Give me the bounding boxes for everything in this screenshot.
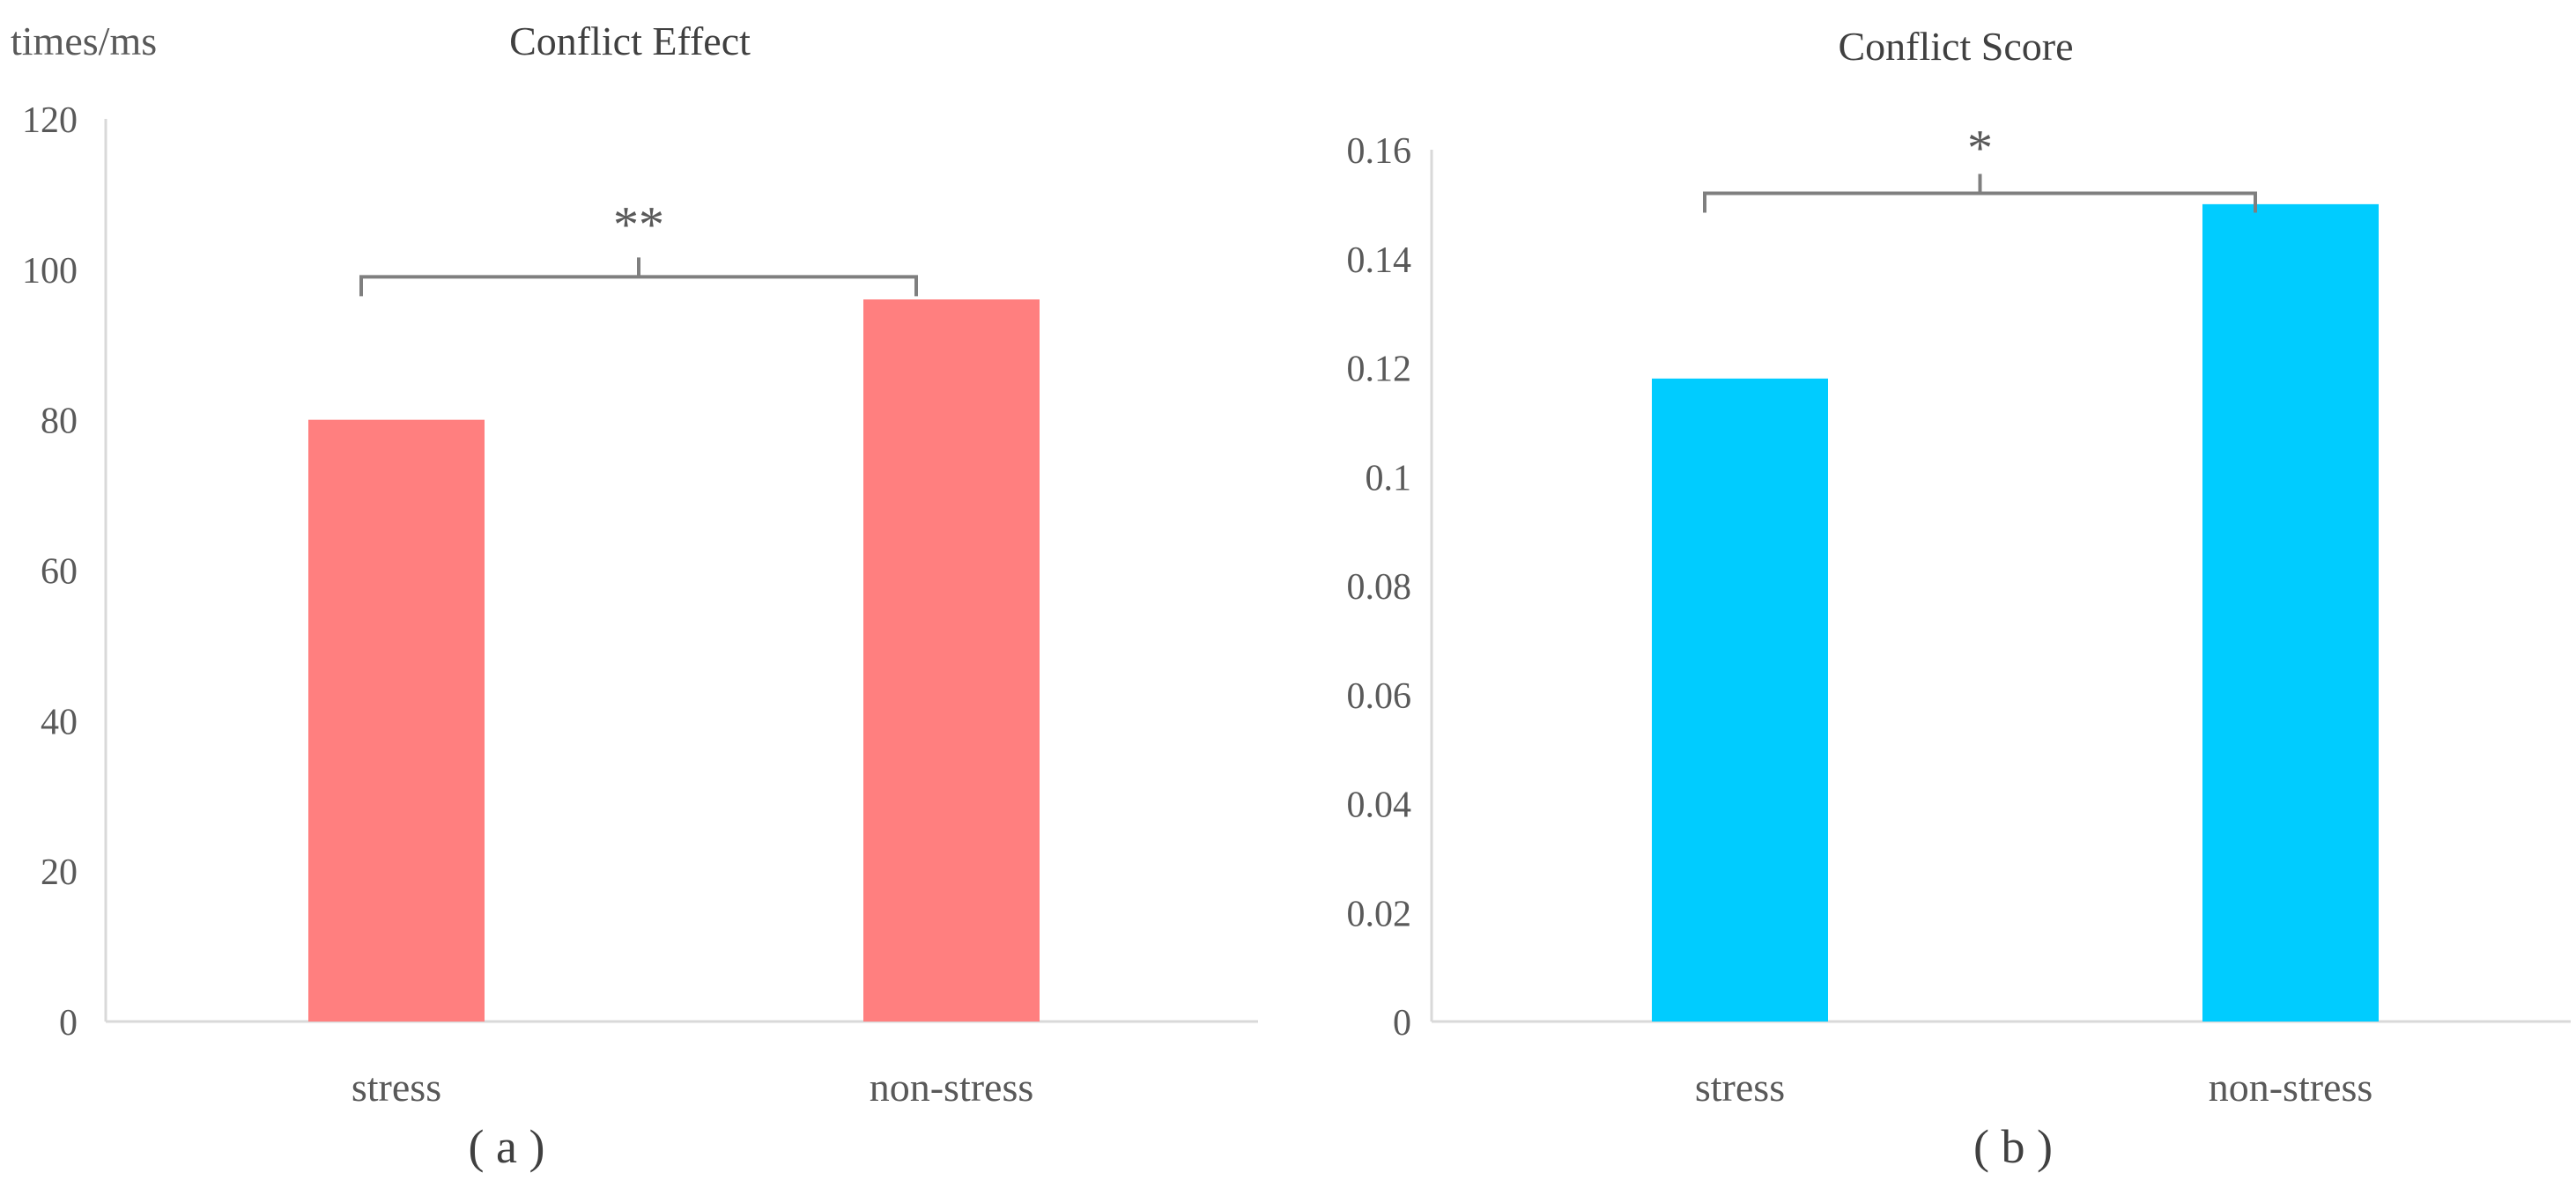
y-axis-label: times/ms xyxy=(11,18,157,63)
x-tick-label: stress xyxy=(1695,1065,1785,1110)
significance-marker: * xyxy=(1967,120,1993,177)
y-tick-label: 60 xyxy=(41,552,78,593)
x-tick-label: stress xyxy=(352,1065,441,1110)
significance-bracket xyxy=(1703,173,2257,213)
x-tick-label: non-stress xyxy=(870,1065,1034,1110)
panel-label: ( b ) xyxy=(1973,1120,2053,1173)
y-tick-label: 80 xyxy=(41,402,78,442)
y-tick-label: 0.02 xyxy=(1347,894,1412,934)
y-tick-label: 0 xyxy=(59,1003,78,1044)
bar-stress xyxy=(308,419,485,1022)
y-tick-label: 20 xyxy=(41,852,78,893)
y-tick-label: 120 xyxy=(22,100,78,141)
panel-label: ( a ) xyxy=(469,1120,545,1173)
bar-non-stress xyxy=(2202,203,2379,1022)
chart-conflict-effect: Conflict Effect times/ms 0 20 40 60 80 100 120 st… xyxy=(11,18,1258,1173)
y-tick-label: 40 xyxy=(41,702,78,742)
y-tick-label: 100 xyxy=(22,251,78,291)
bar-stress xyxy=(1652,378,1828,1022)
chart-conflict-score: Conflict Score 0 0.02 0.04 0.06 0.08 0.1 0.12 0.… xyxy=(1347,24,2571,1173)
significance-marker: ** xyxy=(613,195,664,253)
chart-title: Conflict Score xyxy=(1839,24,2074,69)
y-tick-label: 0.08 xyxy=(1347,567,1412,608)
y-tick-label: 0.1 xyxy=(1366,458,1412,498)
y-tick-label: 0.04 xyxy=(1347,786,1412,826)
x-tick-label: non-stress xyxy=(2209,1065,2373,1110)
y-tick-label: 0.12 xyxy=(1347,350,1412,390)
y-tick-label: 0.06 xyxy=(1347,676,1412,717)
y-tick-label: 0.14 xyxy=(1347,240,1412,281)
chart-title: Conflict Effect xyxy=(509,18,751,63)
bar-non-stress xyxy=(863,299,1040,1022)
y-tick-label: 0.16 xyxy=(1347,131,1412,172)
significance-bracket xyxy=(359,257,918,297)
y-tick-label: 0 xyxy=(1393,1003,1411,1044)
